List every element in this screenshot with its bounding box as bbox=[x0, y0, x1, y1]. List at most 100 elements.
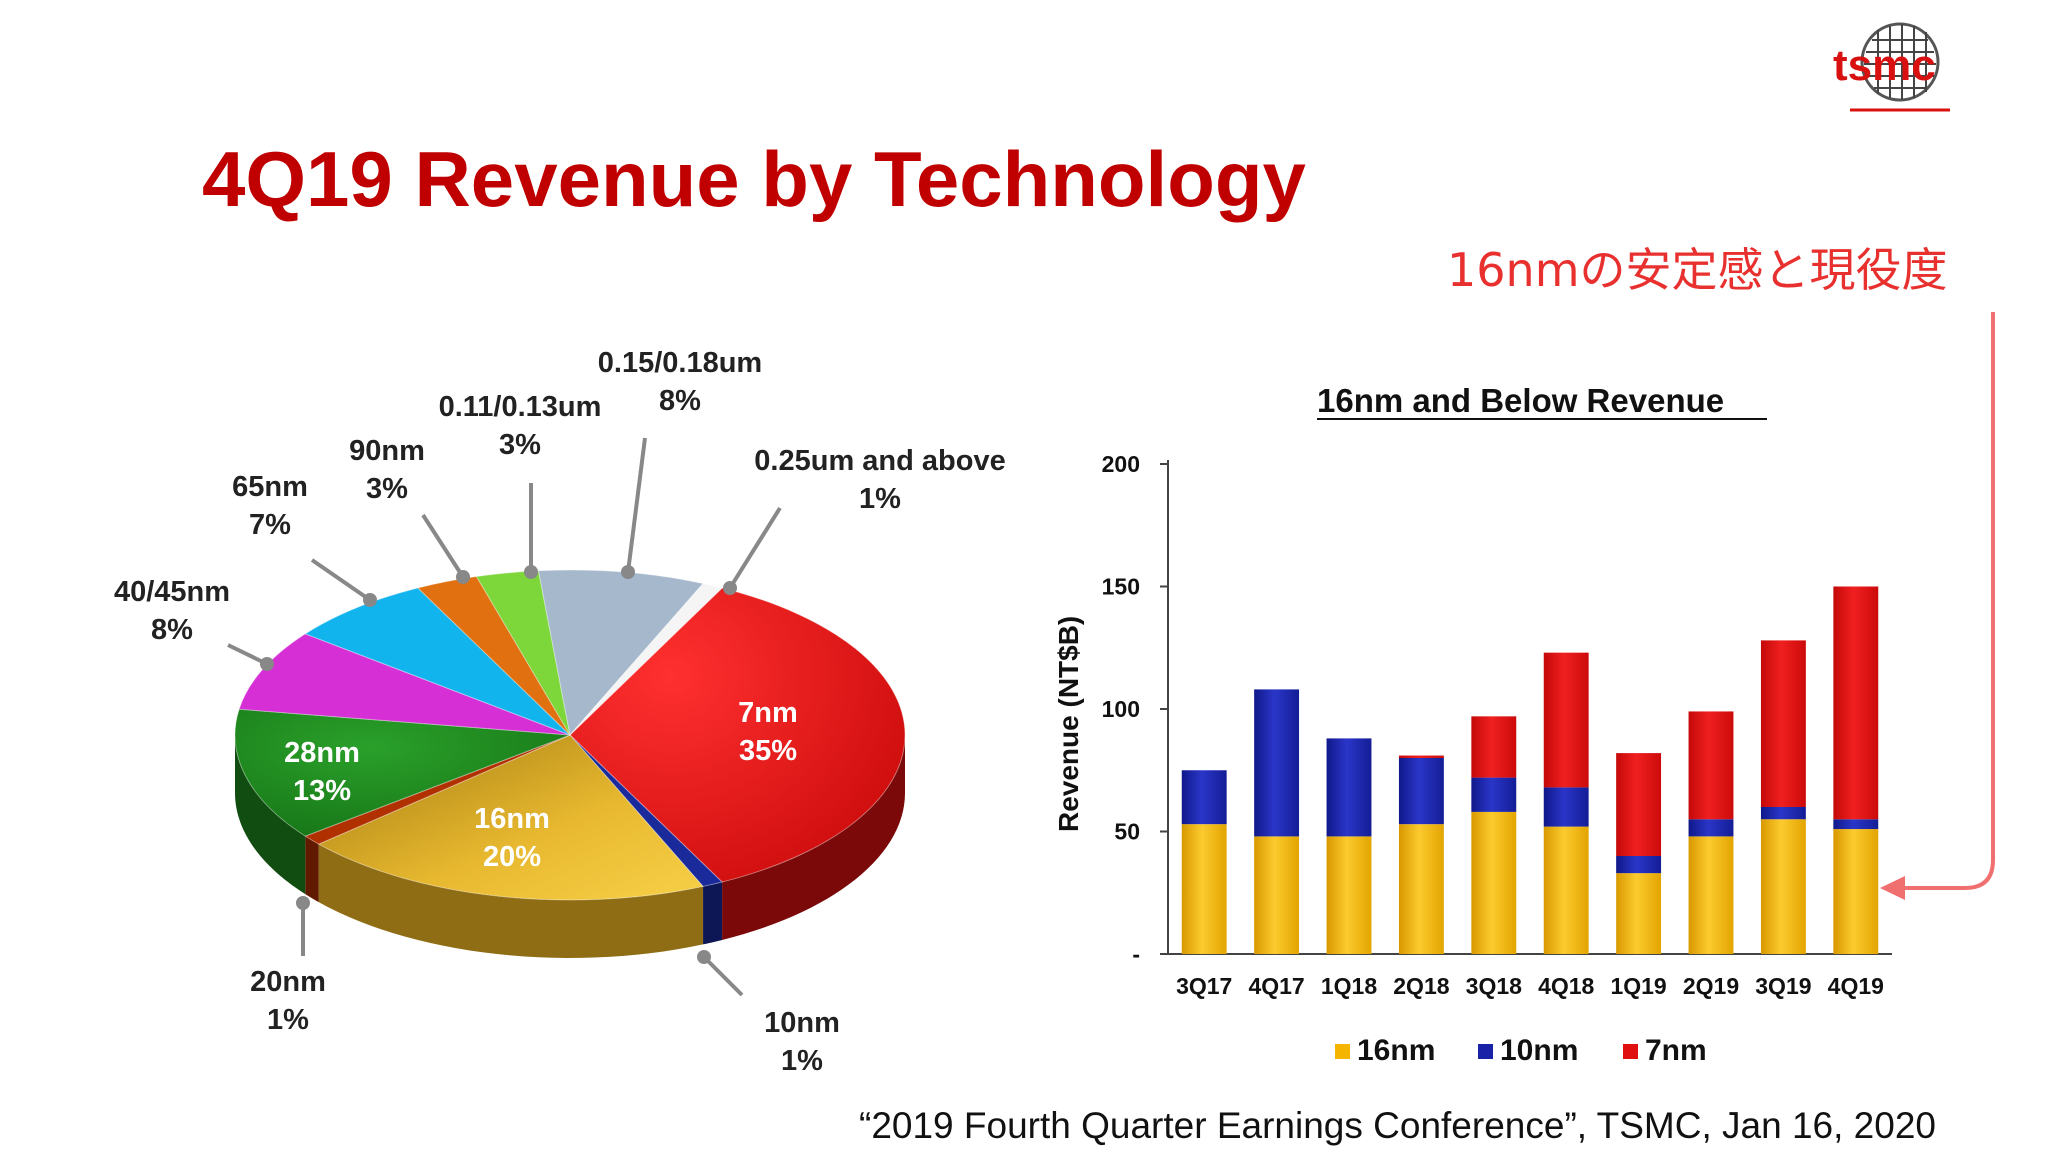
bar-16nm-2q19 bbox=[1688, 836, 1734, 954]
x-tick-label: 2Q19 bbox=[1683, 973, 1739, 999]
pie-slice-16nm bbox=[317, 734, 704, 901]
pie-leader-dot-90nm bbox=[456, 570, 470, 584]
pie-pct-20nm: 1% bbox=[267, 1004, 309, 1036]
bar-10nm-4q19 bbox=[1833, 819, 1879, 830]
pie-pct-40-45nm: 8% bbox=[151, 614, 193, 646]
pie-slice-0-11-0-13um bbox=[475, 570, 571, 736]
pie-leader-dot-0-25um-and-above bbox=[723, 581, 737, 595]
bar-16nm-3q17 bbox=[1181, 824, 1227, 954]
annotation-arrow bbox=[1892, 312, 1995, 890]
pie-slice-10nm bbox=[569, 734, 724, 887]
pie-side-28nm bbox=[235, 735, 306, 895]
pie-slice-7nm bbox=[569, 587, 906, 883]
x-tick-label: 2Q18 bbox=[1393, 973, 1449, 999]
pie-side-16nm bbox=[318, 844, 704, 958]
bar-16nm-2q18 bbox=[1398, 824, 1444, 954]
pie-leader-10nm bbox=[702, 955, 744, 997]
pie-side-10nm bbox=[703, 882, 723, 945]
bar-10nm-4q18 bbox=[1543, 787, 1589, 827]
legend-label-10nm: 10nm bbox=[1500, 1034, 1578, 1067]
pie-leader-65nm bbox=[310, 558, 372, 602]
y-axis-label: Revenue (NT$B) bbox=[1053, 616, 1084, 832]
pie-leader-dot-65nm bbox=[363, 593, 377, 607]
pie-slice-28nm bbox=[234, 708, 571, 837]
annotation-text: 16nmの安定感と現役度 bbox=[1447, 243, 1948, 297]
pie-leader-dot-0-11-0-13um bbox=[524, 565, 538, 579]
legend-swatch-16nm bbox=[1335, 1044, 1350, 1059]
x-tick-label: 4Q17 bbox=[1248, 973, 1304, 999]
y-tick-label: - bbox=[1132, 941, 1140, 967]
pie-leader-0-15-0-18um bbox=[626, 437, 647, 573]
y-tick-label: 200 bbox=[1102, 451, 1140, 477]
bar-7nm-3q18 bbox=[1471, 716, 1517, 778]
bar-16nm-4q19 bbox=[1833, 829, 1879, 954]
pie-label-40-45nm: 40/45nm bbox=[114, 576, 230, 608]
bar-10nm-2q19 bbox=[1688, 819, 1734, 837]
x-tick-label: 3Q19 bbox=[1755, 973, 1811, 999]
bar-10nm-1q19 bbox=[1616, 856, 1662, 874]
pie-label-0-25um-and-above: 0.25um and above bbox=[754, 445, 1005, 477]
y-tick-label: 50 bbox=[1114, 819, 1140, 845]
legend-label-7nm: 7nm bbox=[1645, 1034, 1707, 1067]
bar-10nm-1q18 bbox=[1326, 738, 1372, 837]
tsmc-logo: tsmc bbox=[1833, 22, 1950, 112]
pie-slice-20nm bbox=[304, 734, 571, 845]
bar-7nm-1q19 bbox=[1616, 753, 1662, 856]
pie-slice-90nm bbox=[416, 576, 571, 736]
pie-pct-16nm: 20% bbox=[483, 841, 541, 873]
bar-7nm-2q19 bbox=[1688, 711, 1734, 820]
pie-label-16nm: 16nm bbox=[474, 803, 550, 835]
bars-group: - 50 100 150 200 3Q17 4Q17 1Q18 2Q18 3Q18 4Q18 1Q19… bbox=[1102, 451, 1892, 1067]
pie-pct-90nm: 3% bbox=[366, 473, 408, 505]
pie-pct-10nm: 1% bbox=[781, 1045, 823, 1077]
pie-label-65nm: 65nm bbox=[232, 471, 308, 503]
x-tick-label: 1Q18 bbox=[1321, 973, 1377, 999]
bar-7nm-4q18 bbox=[1543, 652, 1589, 788]
pie-leader-dot-40-45nm bbox=[260, 657, 274, 671]
pie-leader-40-45nm bbox=[227, 643, 268, 666]
bar-10nm-3q17 bbox=[1181, 770, 1227, 825]
bar-16nm-4q18 bbox=[1543, 826, 1589, 954]
pie-leader-90nm bbox=[421, 513, 465, 579]
pie-leader-dot-10nm bbox=[697, 950, 711, 964]
pie-slice-40-45nm bbox=[238, 633, 571, 736]
tsmc-logo-text: tsmc bbox=[1833, 41, 1936, 90]
pie-label-90nm: 90nm bbox=[349, 435, 425, 467]
pie-label-7nm: 7nm bbox=[738, 697, 798, 729]
pie-pct-28nm: 13% bbox=[293, 775, 351, 807]
y-tick-label: 150 bbox=[1102, 574, 1140, 600]
bar-16nm-3q19 bbox=[1760, 819, 1806, 954]
bar-16nm-1q19 bbox=[1616, 873, 1662, 954]
slide-title: 4Q19 Revenue by Technology bbox=[202, 135, 1306, 223]
pie-side-20nm bbox=[305, 836, 319, 903]
bar-10nm-2q18 bbox=[1398, 758, 1444, 825]
bar-16nm-1q18 bbox=[1326, 836, 1372, 954]
x-tick-label: 3Q17 bbox=[1176, 973, 1232, 999]
legend-label-16nm: 16nm bbox=[1357, 1034, 1435, 1067]
bar-10nm-4q17 bbox=[1254, 689, 1300, 837]
bar-16nm-4q17 bbox=[1254, 836, 1300, 954]
bar-10nm-3q18 bbox=[1471, 777, 1517, 812]
pie-label-0-11-0-13um: 0.11/0.13um bbox=[439, 391, 602, 423]
citation: “2019 Fourth Quarter Earnings Conference… bbox=[859, 1105, 1936, 1146]
pie-label-0-15-0-18um: 0.15/0.18um bbox=[598, 347, 762, 379]
bar-10nm-3q19 bbox=[1760, 807, 1806, 820]
pie-pct-65nm: 7% bbox=[249, 509, 291, 541]
x-tick-label: 4Q19 bbox=[1828, 973, 1884, 999]
bar-chart: 16nm and Below Revenue Revenue (NT$B) - 5… bbox=[1053, 382, 1892, 1067]
pie-leader-dot-0-15-0-18um bbox=[621, 565, 635, 579]
x-tick-label: 3Q18 bbox=[1466, 973, 1522, 999]
x-tick-label: 1Q19 bbox=[1610, 973, 1666, 999]
pie-leader-dot-20nm bbox=[296, 896, 310, 910]
legend-swatch-10nm bbox=[1478, 1044, 1493, 1059]
bar-7nm-3q19 bbox=[1760, 640, 1806, 807]
pie-pct-7nm: 35% bbox=[739, 735, 797, 767]
pie-pct-0-15-0-18um: 8% bbox=[659, 385, 701, 417]
bar-chart-title: 16nm and Below Revenue bbox=[1317, 382, 1724, 419]
pie-label-28nm: 28nm bbox=[284, 737, 360, 769]
bar-7nm-4q19 bbox=[1833, 586, 1879, 820]
bar-16nm-3q18 bbox=[1471, 811, 1517, 954]
pie-side-7nm bbox=[722, 735, 905, 941]
pie-leader-0-25um-and-above bbox=[728, 506, 782, 590]
